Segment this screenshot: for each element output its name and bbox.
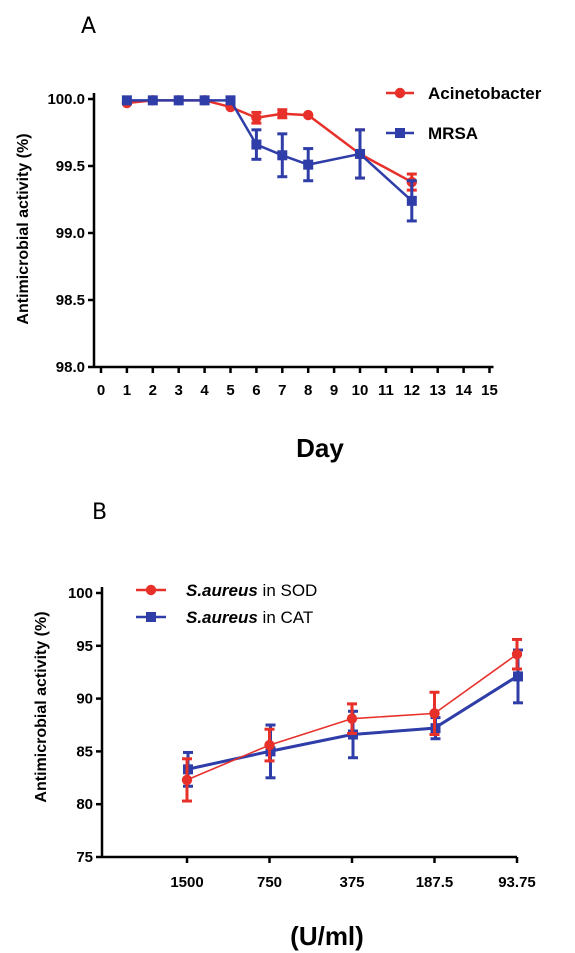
chart-b-series-sod (181, 637, 523, 803)
chart-b: 75 80 85 90 95 100 1500 750 375 187.5 93.75 S.aureu… (68, 581, 536, 891)
chart-b-ytick-label: 80 (76, 796, 93, 813)
chart-b-xtick-label: 93.75 (498, 874, 536, 891)
chart-b-ylabel: Antimicrobial activity (%) (33, 611, 50, 802)
chart-b-data-point (429, 708, 440, 719)
chart-a-ytick-label: 99.5 (56, 158, 85, 175)
chart-a-xtick-label: 5 (226, 382, 234, 399)
panel-b-letter: B (92, 500, 107, 525)
chart-a-xtick-label: 12 (403, 382, 420, 399)
chart-a-xtick-label: 4 (200, 382, 209, 399)
chart-b-legend-item: S.aureus in SOD (136, 581, 317, 600)
chart-a-data-point (173, 95, 184, 106)
chart-a-xtick-label: 9 (330, 382, 338, 399)
chart-a-xtick-label: 3 (175, 382, 183, 399)
chart-a-xtick-label: 15 (481, 382, 498, 399)
chart-b-data-point (513, 671, 523, 682)
chart-a-ytick-label: 98.0 (56, 359, 85, 376)
chart-a-xtick-label: 6 (252, 382, 260, 399)
chart-b-data-point (346, 713, 358, 724)
chart-b-xtick-label: 1500 (170, 874, 203, 891)
chart-a-data-point (277, 150, 288, 161)
chart-a-data-point (251, 112, 262, 123)
chart-b-legend-item: S.aureus in CAT (136, 608, 313, 627)
chart-b-data-point (181, 774, 193, 786)
chart-a-series-acinetobacter (121, 95, 417, 192)
chart-a-series-line (126, 99, 413, 202)
chart-a-legend-item: Acinetobacter (386, 84, 542, 103)
chart-a-ylabel: Antimicrobial activity (%) (15, 133, 32, 324)
chart-b-legend: S.aureus in SOD S.aureus in CAT (136, 581, 317, 627)
chart-a-data-point (225, 95, 236, 106)
chart-a-data-point (251, 139, 262, 150)
chart-a-data-point (406, 195, 417, 206)
chart-b-ytick-label: 75 (76, 849, 93, 866)
chart-b-xtick-label: 187.5 (416, 874, 454, 891)
panel-a-letter: A (81, 14, 96, 39)
chart-b-legend-label: S.aureus in SOD (186, 581, 317, 600)
chart-a-data-point (355, 148, 365, 159)
chart-b-xtick-label: 750 (257, 874, 282, 891)
chart-b-ytick-label: 100 (68, 585, 93, 602)
chart-a-data-point (277, 108, 288, 119)
chart-a-legend-item: MRSA (386, 124, 478, 143)
chart-a-series-line (126, 99, 413, 184)
chart-a-data-point (199, 95, 210, 106)
chart-a-legend-marker (395, 128, 405, 138)
chart-a-legend-marker (394, 87, 406, 99)
chart-a-data-point (303, 159, 314, 170)
chart-a-xtick-label: 11 (378, 382, 394, 399)
chart-a-xtick-label: 2 (149, 382, 157, 399)
chart-b-legend-marker (146, 612, 156, 622)
chart-a-ytick-label: 98.5 (56, 292, 85, 309)
chart-a-xtick-label: 8 (304, 382, 312, 399)
chart-a-xlabel: Day (296, 433, 344, 463)
chart-a-data-point (147, 95, 158, 106)
chart-a-series-mrsa (121, 95, 417, 223)
chart-b-data-point (511, 649, 523, 660)
chart-a-ytick-label: 100.0 (47, 91, 85, 108)
chart-a-legend: Acinetobacter MRSA (386, 84, 542, 143)
chart-b-ytick-label: 90 (76, 691, 93, 708)
chart-a-xtick-label: 14 (455, 382, 472, 399)
chart-b-xlabel: (U/ml) (290, 921, 364, 951)
chart-a-legend-label: Acinetobacter (428, 84, 542, 103)
chart-b-ytick-label: 85 (76, 743, 93, 760)
chart-a-xtick-label: 7 (278, 382, 286, 399)
chart-b-ytick-label: 95 (76, 638, 93, 655)
chart-a-xtick-label: 0 (97, 382, 105, 399)
chart-b-legend-marker (145, 584, 157, 596)
chart-a-data-point (303, 109, 314, 121)
chart-a-legend-label: MRSA (428, 124, 478, 143)
chart-b-data-point (264, 739, 275, 751)
chart-b-xtick-label: 375 (339, 874, 364, 891)
chart-b-legend-label: S.aureus in CAT (186, 608, 313, 627)
chart-a-ytick-label: 99.0 (56, 225, 85, 242)
chart-a-xtick-label: 13 (429, 382, 446, 399)
chart-a-data-point (121, 95, 132, 106)
chart-a-xtick-label: 1 (123, 382, 131, 399)
chart-a-xtick-label: 10 (352, 382, 369, 399)
